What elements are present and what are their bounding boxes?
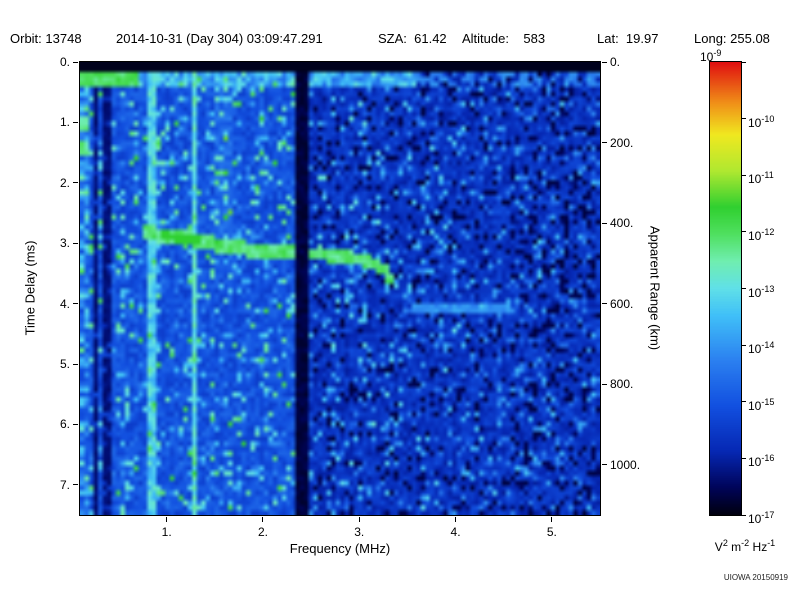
orbit-field: Orbit: 13748	[10, 31, 82, 46]
y-axis-right-label: Apparent Range (km)	[647, 225, 663, 351]
x-tick-mark	[455, 517, 457, 522]
latitude-field: Lat: 19.97	[597, 31, 659, 46]
x-tick-label: 2.	[257, 525, 268, 539]
y-left-tick-mark	[73, 423, 78, 425]
x-tick-label: 4.	[450, 525, 461, 539]
x-tick-mark	[166, 517, 168, 522]
colorbar-tick-mark	[742, 231, 746, 233]
colorbar-tick-mark	[742, 457, 746, 459]
y-left-tick-mark	[73, 484, 78, 486]
colorbar-tick-mark	[742, 288, 746, 289]
y-left-tick-mark	[73, 61, 78, 63]
y-right-tick-label: 400.	[610, 216, 634, 231]
watermark: UIOWA 20150919	[723, 573, 788, 582]
colorbar-tick-label: 10-13	[748, 283, 775, 300]
x-tick-label: 5.	[546, 525, 557, 539]
y-right-tick-mark	[602, 222, 607, 224]
colorbar-tick-label: 10-17	[748, 510, 775, 526]
colorbar-canvas	[710, 62, 741, 515]
y-right-tick-label: 200.	[610, 135, 634, 150]
colorbar-frame	[709, 61, 742, 516]
y-left-tick-label: 4.	[59, 296, 70, 311]
colorbar-tick-label: 10-11	[748, 170, 774, 187]
y-right-tick-label: 1000.	[610, 457, 641, 472]
y-left-tick-mark	[73, 363, 78, 365]
colorbar-tick-label: 10-15	[748, 396, 775, 413]
y-left-tick-label: 3.	[59, 236, 70, 251]
y-right-tick-label: 0.	[610, 55, 621, 69]
colorbar-tick-label: 10-9	[700, 48, 722, 64]
colorbar-tick-label: 10-10	[748, 113, 775, 130]
y-left-tick-label: 5.	[59, 357, 70, 371]
sza-field: SZA: 61.42	[378, 31, 447, 46]
longitude-field: Long: 255.08	[694, 31, 770, 46]
x-tick-mark	[358, 517, 360, 522]
y-right-tick-mark	[602, 383, 607, 385]
datetime-field: 2014-10-31 (Day 304) 03:09:47.291	[116, 31, 323, 46]
y-right-tick-mark	[602, 61, 607, 63]
y-right-tick-mark	[602, 142, 607, 144]
colorbar-tick-mark	[742, 401, 746, 403]
y-left-tick-mark	[73, 303, 78, 305]
x-axis-label: Frequency (MHz)	[289, 541, 391, 556]
colorbar-tick-mark	[742, 514, 746, 516]
colorbar-tick-label: 10-12	[748, 226, 775, 243]
colorbar-units-label: V2 m-2 Hz-1	[714, 538, 776, 554]
y-right-tick-label: 600.	[610, 296, 634, 311]
spectrogram-frame	[79, 61, 601, 516]
y-left-tick-mark	[73, 121, 78, 123]
x-tick-label: 3.	[354, 525, 365, 539]
altitude-field: Altitude: 583	[462, 31, 546, 46]
y-right-tick-mark	[602, 464, 607, 466]
y-axis-left-label: Time Delay (ms)	[22, 240, 38, 336]
colorbar-tick-label: 10-14	[748, 340, 775, 357]
y-left-tick-label: 0.	[59, 55, 70, 69]
colorbar-tick-label: 10-16	[748, 453, 775, 470]
y-left-tick-mark	[73, 242, 78, 244]
y-right-tick-label: 800.	[610, 377, 634, 392]
x-tick-mark	[551, 517, 553, 522]
spectrogram-canvas	[80, 62, 600, 515]
colorbar-tick-mark	[742, 174, 746, 176]
y-left-tick-label: 2.	[59, 175, 70, 190]
colorbar-tick-mark	[742, 118, 746, 120]
y-left-tick-label: 7.	[59, 477, 70, 492]
y-left-tick-mark	[73, 182, 78, 184]
x-tick-label: 1.	[161, 525, 172, 539]
y-right-tick-mark	[602, 303, 607, 305]
y-left-tick-label: 1.	[59, 115, 70, 130]
colorbar-tick-mark	[742, 61, 746, 63]
colorbar-tick-mark	[742, 344, 746, 346]
x-tick-mark	[262, 517, 264, 522]
y-left-tick-label: 6.	[59, 417, 70, 432]
